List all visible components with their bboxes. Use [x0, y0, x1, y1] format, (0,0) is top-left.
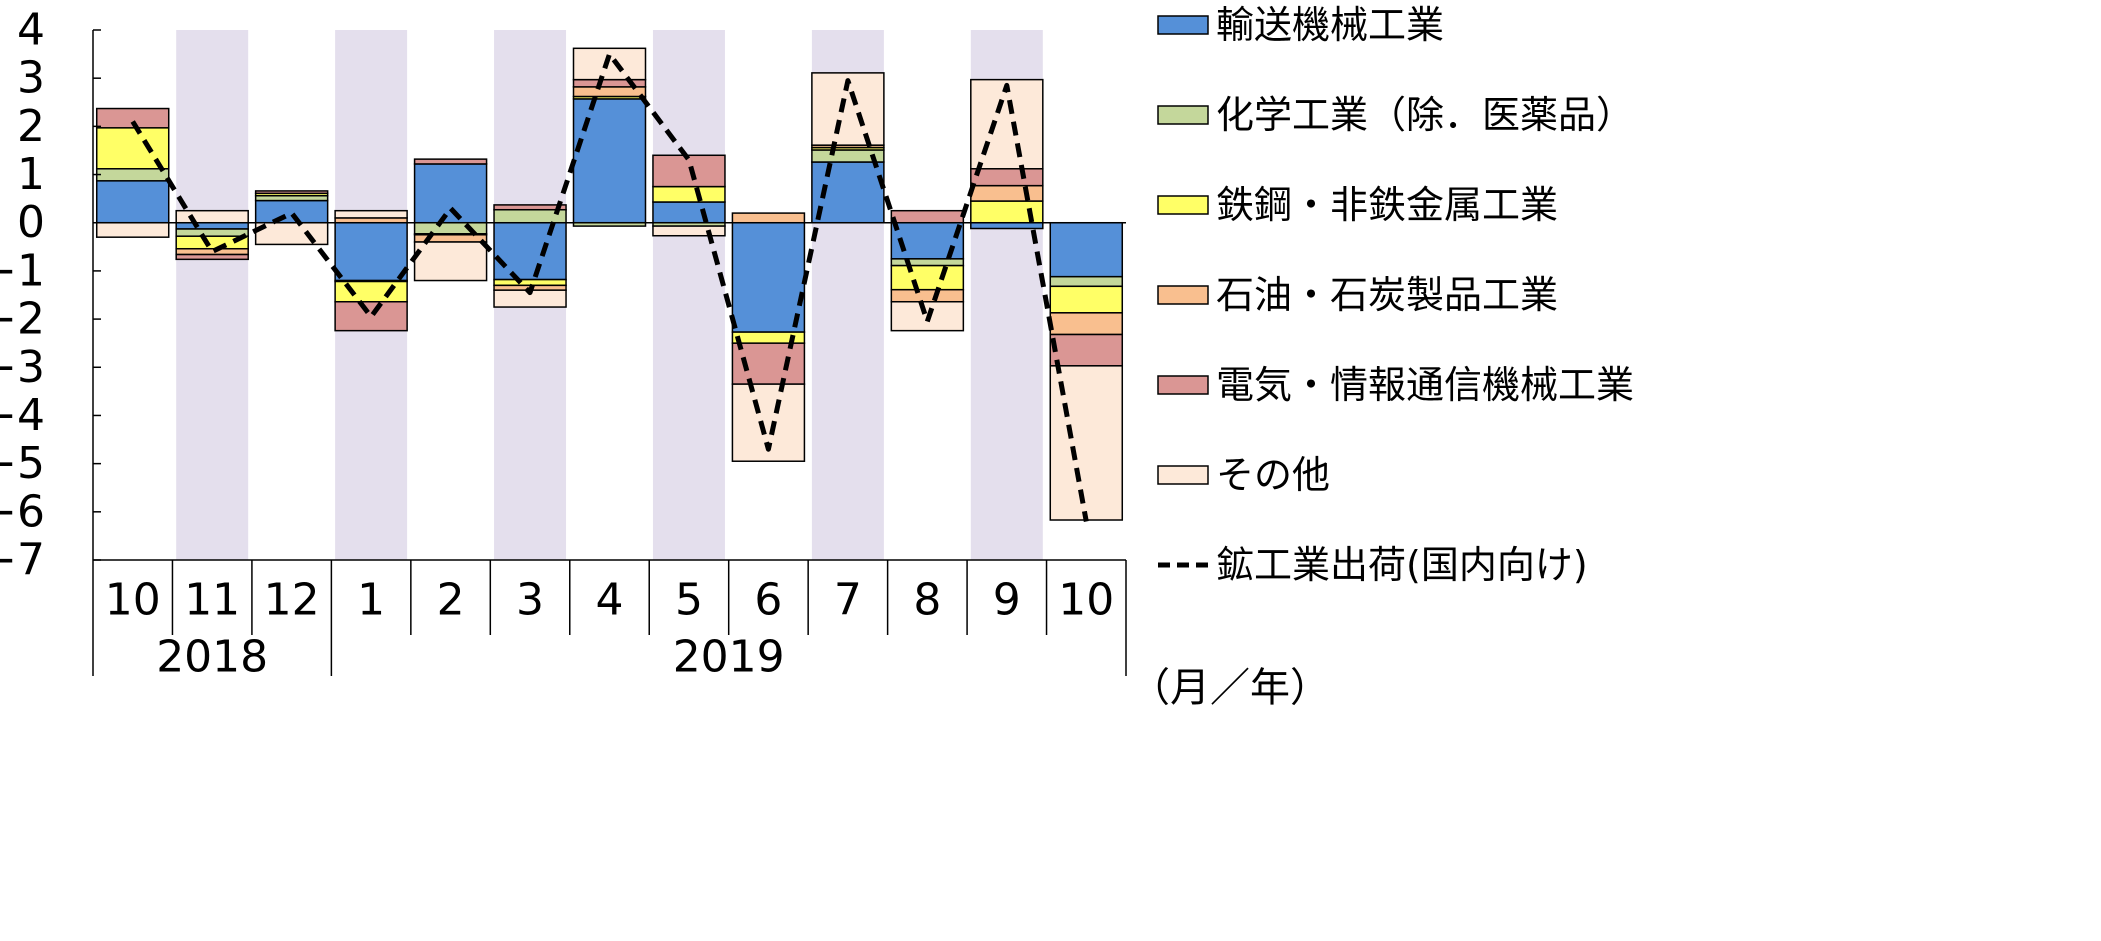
legend-label: 輸送機械工業: [1216, 3, 1444, 47]
bar-segment-2: [890, 264, 965, 291]
bar-segment-0: [175, 221, 249, 230]
bar-segment-4: [175, 253, 249, 261]
shade-band: [176, 30, 249, 560]
bar-segment-5: [413, 241, 488, 282]
x-tick-label: 7: [834, 575, 862, 626]
legend-swatch: [1157, 15, 1209, 35]
x-tick-label: 2: [437, 575, 465, 626]
bar-segment-4: [652, 154, 726, 188]
bar-segment-1: [1049, 275, 1124, 288]
bar-segment-0: [95, 180, 170, 224]
bar-layer: [95, 47, 1124, 521]
y-tick-label: −7: [0, 535, 45, 586]
bar-segment-4: [334, 300, 408, 332]
bar-segment-5: [652, 225, 726, 237]
bar-segment-4: [95, 107, 170, 129]
legend-swatch: [1157, 195, 1209, 215]
label-layer: 43210−1−2−3−4−5−6−7101112123456789102018…: [0, 5, 1330, 712]
bar-segment-0: [731, 221, 806, 333]
bar-segment-0: [334, 221, 408, 282]
legend-label: 電気・情報通信機械工業: [1216, 363, 1634, 407]
bar-segment-0: [1049, 221, 1124, 278]
bar-segment-0: [572, 98, 647, 224]
bar-segment-0: [254, 199, 329, 224]
bar-segment-5: [970, 78, 1044, 170]
y-tick-label: −3: [0, 342, 45, 393]
x-tick-label: 12: [264, 575, 320, 626]
bar-segment-0: [493, 221, 567, 281]
bar-segment-4: [413, 158, 488, 165]
x-tick-label: 4: [596, 575, 624, 626]
x-tick-label: 6: [754, 575, 782, 626]
legend-swatch: [1157, 285, 1209, 305]
bar-segment-2: [493, 278, 567, 287]
bar-segment-3: [175, 247, 249, 256]
bar-segment-3: [1049, 312, 1124, 336]
y-tick-label: 2: [17, 101, 45, 152]
legend-label: 鉱工業出荷(国内向け): [1216, 543, 1588, 587]
y-tick-label: −6: [0, 486, 45, 537]
legend-label: 化学工業（除．医薬品）: [1216, 93, 1634, 137]
bar-segment-5: [254, 221, 329, 246]
x-tick-label: 3: [516, 575, 544, 626]
legend-label: その他: [1216, 453, 1330, 497]
year-label: 2018: [156, 632, 268, 683]
legend-label: 鉄鋼・非鉄金属工業: [1216, 183, 1558, 227]
legend-swatch: [1157, 465, 1209, 485]
bar-segment-0: [970, 221, 1044, 230]
bar-segment-5: [334, 209, 408, 219]
x-tick-label: 1: [357, 575, 385, 626]
bar-segment-0: [413, 163, 488, 224]
bar-segment-2: [652, 185, 726, 203]
shade-band: [652, 30, 725, 560]
bar-segment-4: [970, 168, 1044, 187]
bar-segment-4: [254, 190, 329, 195]
bar-segment-5: [175, 209, 249, 224]
bar-segment-1: [175, 228, 249, 237]
y-tick-label: 1: [17, 149, 45, 200]
bar-segment-4: [890, 209, 965, 224]
x-tick-label: 5: [675, 575, 703, 626]
bar-segment-2: [1049, 285, 1124, 314]
axis-layer: [92, 29, 1127, 676]
shade-layer: [176, 30, 1043, 560]
y-tick-label: −4: [0, 390, 45, 441]
bar-segment-5: [572, 47, 647, 81]
y-tick-label: 0: [17, 197, 45, 248]
bar-segment-1: [95, 168, 170, 182]
y-tick-label: −5: [0, 438, 45, 489]
x-tick-label: 9: [993, 575, 1021, 626]
bar-segment-4: [493, 204, 567, 211]
legend-swatch: [1157, 375, 1209, 395]
x-tick-label: 10: [1058, 575, 1114, 626]
y-tick-label: 3: [17, 53, 45, 104]
x-tick-label: 11: [184, 575, 240, 626]
legend-label: 石油・石炭製品工業: [1216, 273, 1558, 317]
y-tick-label: −1: [0, 245, 45, 296]
bar-segment-4: [1049, 333, 1124, 367]
y-tick-label: 4: [17, 5, 45, 56]
bar-segment-5: [95, 221, 170, 238]
bar-segment-3: [970, 184, 1044, 202]
bar-segment-3: [890, 288, 965, 303]
x-unit-label: （月／年）: [1130, 665, 1330, 711]
year-label: 2019: [673, 632, 785, 683]
bar-segment-1: [890, 258, 965, 267]
x-tick-label: 8: [913, 575, 941, 626]
bar-segment-3: [731, 212, 806, 224]
x-tick-label: 10: [105, 575, 161, 626]
y-tick-label: −2: [0, 294, 45, 345]
bar-segment-0: [652, 201, 726, 224]
legend-swatch: [1157, 105, 1209, 125]
